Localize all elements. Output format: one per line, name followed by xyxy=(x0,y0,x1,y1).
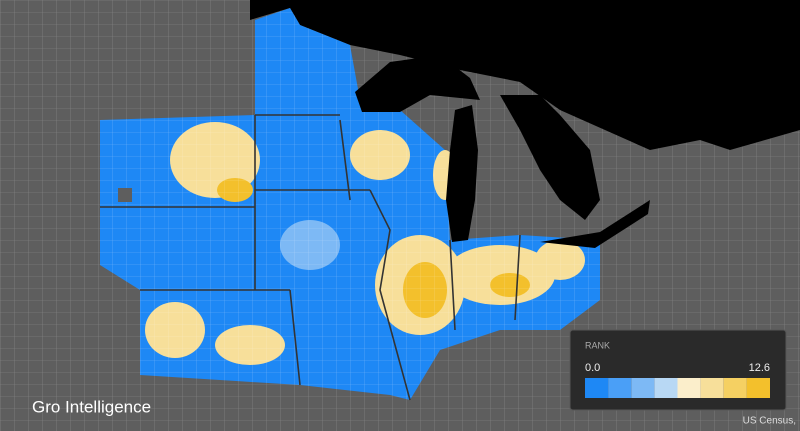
legend-max: 12.6 xyxy=(749,362,770,374)
legend-title: RANK xyxy=(585,340,610,350)
lakes xyxy=(355,55,650,248)
legend-swatch xyxy=(585,378,609,398)
legend-swatch xyxy=(677,378,701,398)
attribution: US Census, xyxy=(743,416,796,427)
legend-swatch xyxy=(631,378,655,398)
legend-swatch xyxy=(746,378,770,398)
legend-min: 0.0 xyxy=(585,362,600,374)
state-borders xyxy=(100,114,521,401)
data-region xyxy=(100,8,600,400)
legend: RANK 0.0 12.6 xyxy=(569,329,787,411)
legend-swatch xyxy=(723,378,747,398)
brand-logo: Gro Intelligence xyxy=(32,397,151,416)
legend-swatch xyxy=(700,378,724,398)
legend-swatch xyxy=(608,378,632,398)
legend-swatch xyxy=(654,378,678,398)
